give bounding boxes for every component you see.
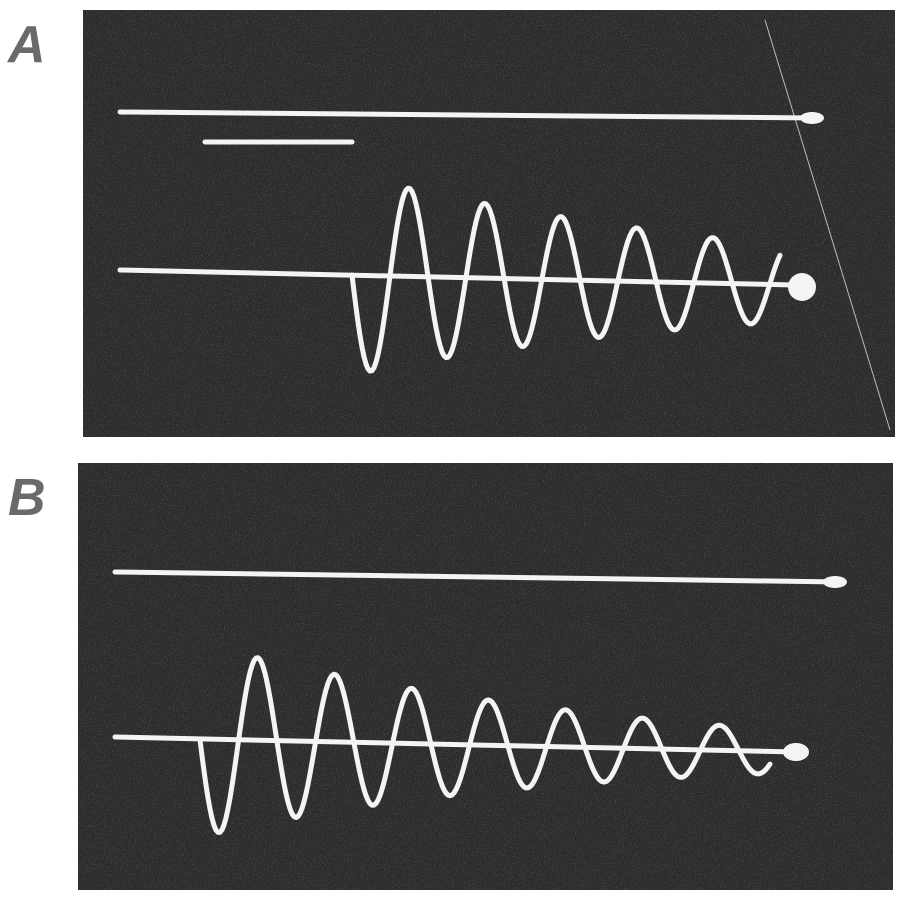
figure: A B — [0, 0, 899, 898]
panel-label: A — [6, 16, 46, 74]
panel-a: A — [6, 10, 895, 437]
panel-label: B — [8, 469, 46, 527]
panel-b: B — [8, 463, 893, 890]
screen-grain — [83, 10, 895, 437]
trace-end — [823, 576, 847, 588]
trace-end — [800, 112, 824, 124]
trace-end — [788, 273, 816, 301]
screen-grain — [78, 463, 893, 890]
trace-end — [783, 743, 809, 761]
